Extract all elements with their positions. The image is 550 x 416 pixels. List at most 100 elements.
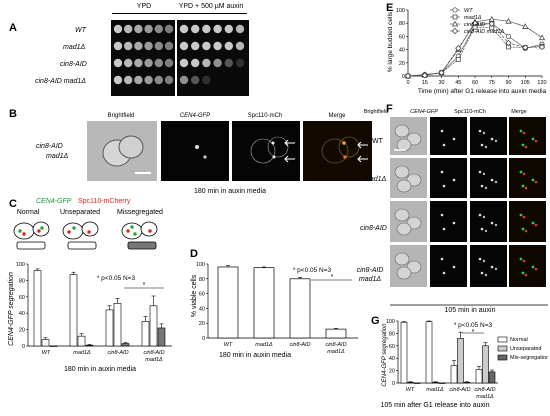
legend-label: Unseparated xyxy=(510,346,542,352)
colony-spot xyxy=(134,41,143,51)
colony-spot xyxy=(179,41,189,51)
bar xyxy=(85,344,94,347)
x-tick-label: 0 xyxy=(406,80,409,86)
colony-spot xyxy=(202,24,211,34)
panel-c-cat-header: Missegregated xyxy=(117,209,163,216)
plate-ypd xyxy=(111,20,175,96)
panel-d-label: D xyxy=(190,248,198,260)
gfp-image xyxy=(430,245,467,287)
chart-g-significance: * p<0.05 N=3 xyxy=(454,322,493,329)
panel-b-label: B xyxy=(9,108,17,120)
y-tick-label: 0 xyxy=(392,381,395,387)
bar xyxy=(325,328,347,339)
bar xyxy=(413,382,421,384)
panel-b-header: Brightfield xyxy=(107,113,135,119)
y-tick-label: 20 xyxy=(389,369,395,375)
bar xyxy=(482,345,489,384)
colony-spot xyxy=(124,75,133,85)
panel-f-row-label: cin8-AID xyxy=(360,225,387,232)
colony-spot xyxy=(191,75,200,85)
y-tick-label: 20 xyxy=(19,328,25,334)
y-tick-label: 20 xyxy=(399,61,405,67)
colony-spot xyxy=(164,75,174,85)
data-point xyxy=(451,20,459,27)
merge-image xyxy=(509,158,546,198)
x-tick-label: cin8-AID xyxy=(289,342,310,348)
chart-e-xlabel: Time (min) after G1 release into auxin m… xyxy=(418,88,547,95)
mch-image xyxy=(470,117,507,155)
data-point xyxy=(538,43,546,51)
chart-c: CEN4-GFP segregation 0 20 40 60 80 100 WT mad1Δ… xyxy=(8,262,172,363)
panel-c-cat-header: Unseparated xyxy=(59,209,101,216)
panel-f-header: Spc110-mCh xyxy=(454,109,486,115)
colony-spot xyxy=(179,24,189,34)
colony-spot xyxy=(235,58,245,68)
bar xyxy=(488,371,496,384)
y-tick-label: 40 xyxy=(19,311,25,317)
panel-b-header: Spc110-mCh xyxy=(247,113,283,119)
panel-g-label: G xyxy=(371,315,380,327)
panel-b-header: CEN4-GFP xyxy=(179,113,211,119)
colony-spot xyxy=(124,24,133,34)
panel-a-row-label: WT xyxy=(75,27,86,34)
colony-spot xyxy=(224,24,233,34)
chart-d-ylabel: % viable cells xyxy=(191,274,198,317)
panel-a-row-label: cin8-AID mad1Δ xyxy=(35,78,86,85)
panel-c-legend-gfp: CEN4-GFP xyxy=(36,198,72,205)
data-point xyxy=(404,72,412,80)
y-tick-label: 40 xyxy=(399,48,405,54)
x-tick-label: cin8-AID xyxy=(474,387,495,393)
panel-f-header: Brightfield xyxy=(363,109,389,115)
spot-assay-plates xyxy=(111,20,249,96)
data-point xyxy=(452,14,458,20)
gfp-image xyxy=(430,201,467,242)
x-tick-label: 45 xyxy=(455,80,461,86)
chart-c-ylabel: CEN4-GFP segregation xyxy=(8,272,15,346)
mch-image xyxy=(470,245,507,287)
chart-d-significance: * p<0.05 N=3 xyxy=(293,267,332,274)
merge-image xyxy=(303,121,372,181)
x-tick-label: cin8-AID xyxy=(107,350,128,356)
colony-spot xyxy=(191,58,200,68)
bar xyxy=(432,382,439,384)
bar xyxy=(33,270,42,347)
bar xyxy=(400,321,408,384)
x-tick-label: mad1Δ xyxy=(327,349,345,355)
y-tick-label: 20 xyxy=(199,321,205,327)
data-point xyxy=(505,33,512,39)
colony-spot xyxy=(224,58,233,68)
panel-c-legend-mch: Spc110-mCherry xyxy=(78,198,131,205)
panel-a-row-label: mad1Δ xyxy=(63,44,86,51)
y-tick-label: 100 xyxy=(386,319,395,325)
x-tick-label: 75 xyxy=(489,80,495,86)
colony-spot xyxy=(213,41,222,51)
chart-d-xlabel: 180 min in auxin media xyxy=(219,352,291,359)
bar xyxy=(41,339,50,347)
bar xyxy=(253,267,275,339)
panel-a-label: A xyxy=(9,22,17,34)
colony-spot xyxy=(144,58,153,68)
y-tick-label: 80 xyxy=(199,277,205,283)
y-tick-label: 0 xyxy=(202,336,205,342)
panel-f-images xyxy=(390,117,548,306)
bar xyxy=(450,365,458,384)
colony-spot xyxy=(164,24,174,34)
panel-b-strain: mad1Δ xyxy=(46,153,69,160)
panel-b-strain: cin8-AID xyxy=(36,143,63,150)
chart-g: CEN4-GFP segregation 0 20 40 60 80 100 WT mad1Δ… xyxy=(382,319,548,400)
x-tick-label: cin8-AID xyxy=(325,342,346,348)
bar xyxy=(69,274,78,347)
cell-schematics xyxy=(13,221,158,250)
legend-label: Mis-segregation xyxy=(510,355,548,361)
panel-f-row-label: cin8-AID mad1Δ xyxy=(356,267,384,283)
data-point xyxy=(455,57,461,62)
data-point xyxy=(505,39,512,47)
data-point xyxy=(438,69,445,76)
bar xyxy=(475,369,483,384)
bar xyxy=(217,266,239,339)
y-tick-label: 80 xyxy=(399,21,405,27)
colony-spot xyxy=(179,75,189,85)
bar xyxy=(105,309,114,347)
data-point xyxy=(505,17,512,24)
y-tick-label: 100 xyxy=(396,8,405,14)
